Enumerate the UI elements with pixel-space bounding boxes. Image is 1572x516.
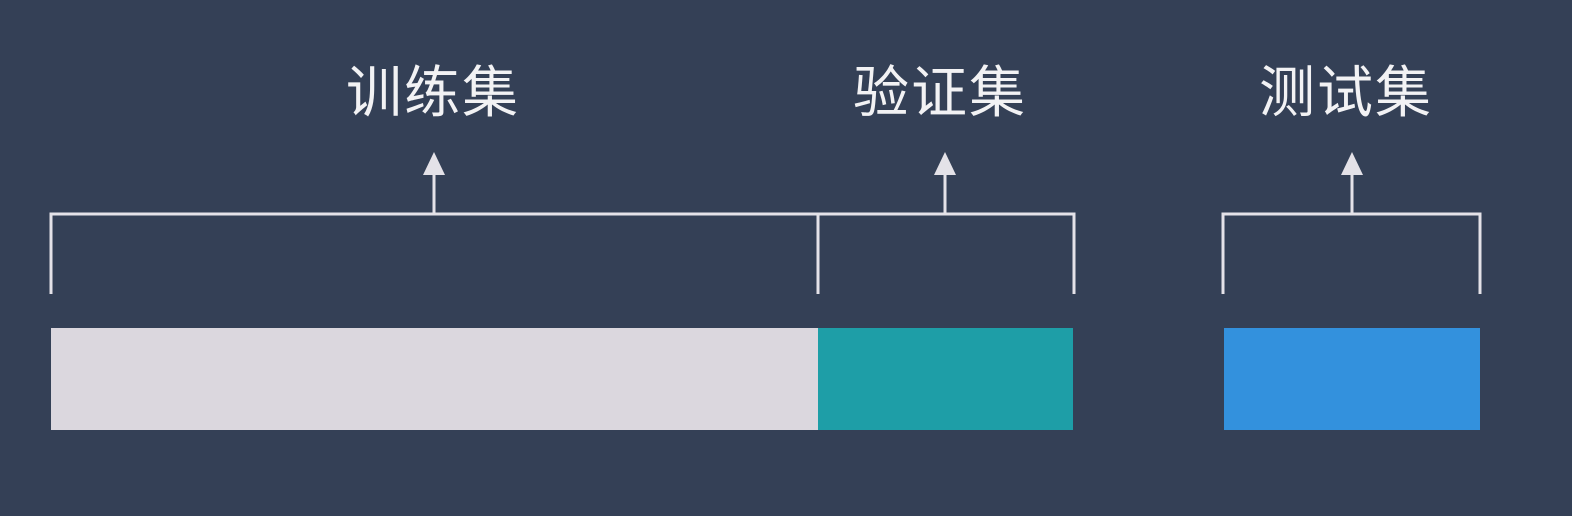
test-arrow bbox=[1341, 152, 1363, 214]
train-set-bar bbox=[51, 328, 818, 430]
validation-arrow bbox=[934, 152, 956, 214]
train-arrow bbox=[423, 152, 445, 214]
validation-arrow-head bbox=[934, 152, 956, 175]
test-set-bar bbox=[1224, 328, 1480, 430]
test-bracket bbox=[1221, 212, 1482, 294]
validation-set-bar bbox=[818, 328, 1073, 430]
test-bracket-line bbox=[1221, 212, 1482, 294]
train-validation-bracket-line bbox=[49, 212, 1076, 294]
train-arrow-head bbox=[423, 152, 445, 175]
test-set-label: 测试集 bbox=[1259, 61, 1433, 126]
train-validation-bracket bbox=[49, 212, 1076, 294]
test-arrow-head bbox=[1341, 152, 1363, 175]
validation-set-label: 验证集 bbox=[853, 61, 1027, 126]
train-set-label: 训练集 bbox=[346, 61, 520, 126]
